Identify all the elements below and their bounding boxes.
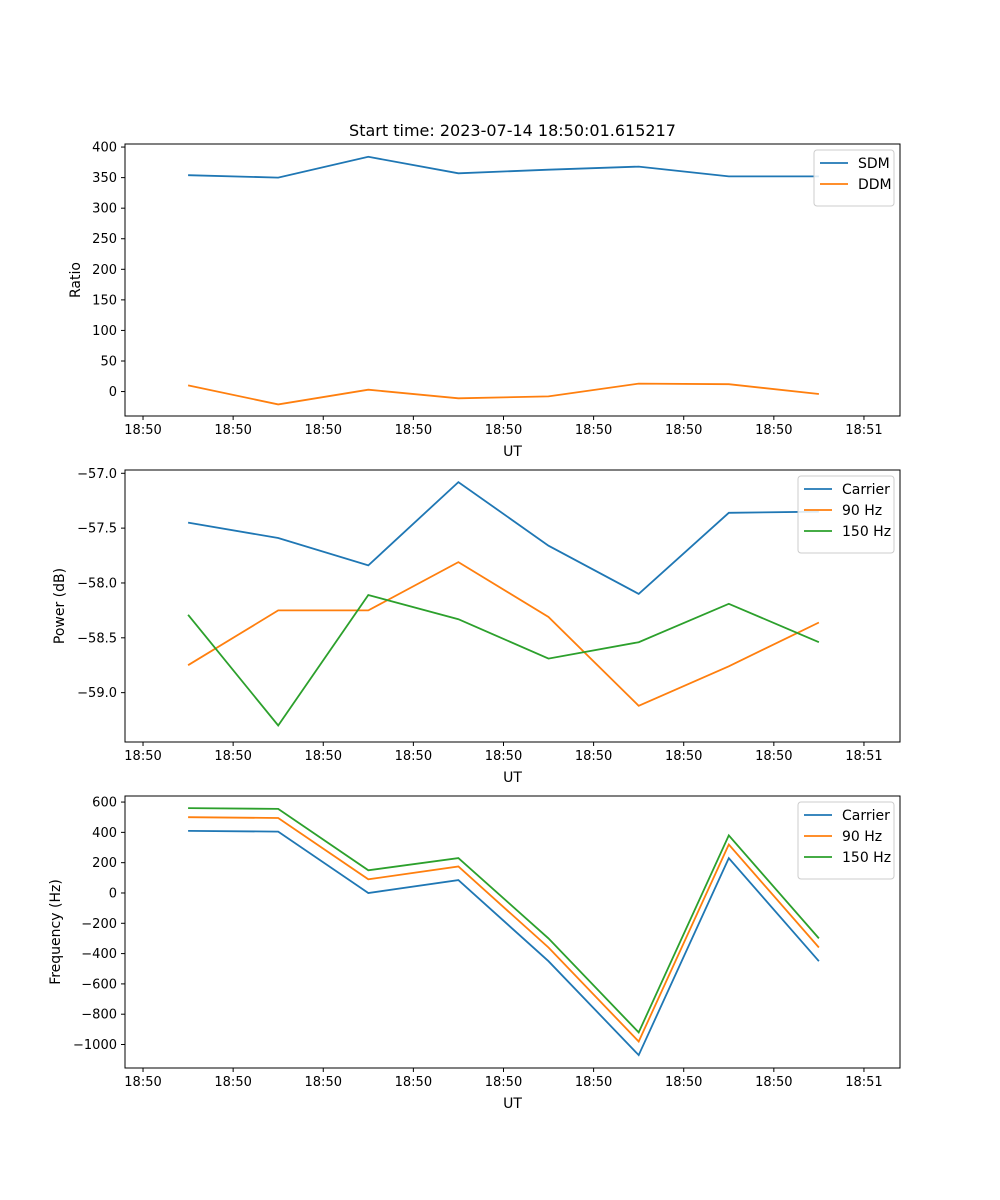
x-tick-label: 18:50 xyxy=(124,423,161,438)
x-tick-label: 18:50 xyxy=(755,423,792,438)
y-tick-label: −1000 xyxy=(73,1038,117,1053)
x-axis-label: UT xyxy=(503,444,522,460)
series-line-ddm xyxy=(187,382,819,406)
y-tick-label: −57.0 xyxy=(77,467,117,482)
x-tick-label: 18:50 xyxy=(305,1075,342,1090)
y-tick-label: −600 xyxy=(81,977,117,992)
series-line-carrier xyxy=(187,480,819,595)
x-tick-label: 18:50 xyxy=(395,1075,432,1090)
x-tick-label: 18:50 xyxy=(124,749,161,764)
y-tick-label: 400 xyxy=(92,141,117,156)
y-axis-label: Power (dB) xyxy=(52,568,68,644)
y-tick-label: 200 xyxy=(92,856,117,871)
legend-label: 150 Hz xyxy=(842,850,891,866)
subplot-1: 18:50 18:50 18:50 18:50 18:50 18:50 18:50 18:50… xyxy=(68,141,901,460)
x-tick-label: 18:50 xyxy=(665,749,702,764)
chart-title: Start time: 2023-07-14 18:50:01.615217 xyxy=(349,121,676,140)
x-tick-label: 18:50 xyxy=(124,1075,161,1090)
x-tick-label: 18:50 xyxy=(755,1075,792,1090)
x-tick-label: 18:50 xyxy=(395,749,432,764)
legend-label: Carrier xyxy=(842,808,890,824)
x-tick-label: 18:50 xyxy=(305,423,342,438)
x-tick-label: 18:50 xyxy=(214,749,251,764)
x-tick-label: 18:50 xyxy=(485,1075,522,1090)
legend-label: 90 Hz xyxy=(842,503,882,519)
x-tick-label: 18:51 xyxy=(845,423,882,438)
y-tick-label: 50 xyxy=(100,354,117,369)
y-tick-label: −800 xyxy=(81,1008,117,1023)
x-tick-label: 18:50 xyxy=(214,1075,251,1090)
y-tick-label: −200 xyxy=(81,917,117,932)
legend-label: 150 Hz xyxy=(842,524,891,540)
y-tick-label: 600 xyxy=(92,796,117,811)
legend-label: Carrier xyxy=(842,482,890,498)
x-axis-label: UT xyxy=(503,1096,522,1112)
y-tick-label: −400 xyxy=(81,947,117,962)
y-axis-label: Ratio xyxy=(68,262,84,298)
series-line-carrier xyxy=(188,830,820,1057)
x-tick-label: 18:50 xyxy=(755,749,792,764)
series-line-150-hz xyxy=(187,593,820,727)
x-tick-label: 18:50 xyxy=(485,423,522,438)
y-tick-label: 250 xyxy=(92,232,117,247)
x-tick-label: 18:50 xyxy=(214,423,251,438)
y-axis-label: Frequency (Hz) xyxy=(48,879,64,985)
x-tick-label: 18:50 xyxy=(665,1075,702,1090)
legend-box xyxy=(797,475,895,554)
axes-frame xyxy=(124,795,901,1069)
legend: Carrier 90 Hz 150 Hz xyxy=(797,475,895,554)
x-axis-label: UT xyxy=(503,770,522,786)
y-tick-label: −59.0 xyxy=(77,686,117,701)
y-tick-label: −58.5 xyxy=(77,631,117,646)
axes-frame xyxy=(124,143,901,417)
series-line-150-hz xyxy=(188,807,820,1034)
x-tick-label: 18:50 xyxy=(575,749,612,764)
series-line-90-hz xyxy=(187,561,820,707)
y-tick-label: 0 xyxy=(109,385,117,400)
series-line-sdm xyxy=(188,155,819,179)
legend-box xyxy=(797,801,895,880)
x-tick-label: 18:51 xyxy=(845,749,882,764)
legend-box xyxy=(813,149,895,207)
y-tick-label: 400 xyxy=(92,826,117,841)
x-tick-label: 18:50 xyxy=(395,423,432,438)
legend-label: DDM xyxy=(858,177,892,193)
legend-label: SDM xyxy=(858,156,890,172)
x-tick-label: 18:50 xyxy=(575,423,612,438)
axes-frame xyxy=(124,469,901,743)
x-tick-label: 18:50 xyxy=(665,423,702,438)
x-tick-label: 18:51 xyxy=(845,1075,882,1090)
y-tick-label: −58.0 xyxy=(77,576,117,591)
y-tick-label: −57.5 xyxy=(77,522,117,537)
y-tick-label: 150 xyxy=(92,293,117,308)
x-tick-label: 18:50 xyxy=(485,749,522,764)
subplot-3: 18:50 18:50 18:50 18:50 18:50 18:50 18:50 18:50… xyxy=(48,795,901,1112)
y-tick-label: 100 xyxy=(92,324,117,339)
y-tick-label: 300 xyxy=(92,202,117,217)
y-tick-label: 200 xyxy=(92,263,117,278)
x-tick-label: 18:50 xyxy=(305,749,342,764)
subplot-2: 18:50 18:50 18:50 18:50 18:50 18:50 18:50 18:50… xyxy=(52,467,901,786)
y-tick-label: 350 xyxy=(92,171,117,186)
legend: SDM DDM xyxy=(813,149,895,207)
x-tick-label: 18:50 xyxy=(575,1075,612,1090)
y-tick-label: 0 xyxy=(109,886,117,901)
series-line-90-hz xyxy=(188,816,820,1044)
legend-label: 90 Hz xyxy=(842,829,882,845)
legend: Carrier 90 Hz 150 Hz xyxy=(797,801,895,880)
